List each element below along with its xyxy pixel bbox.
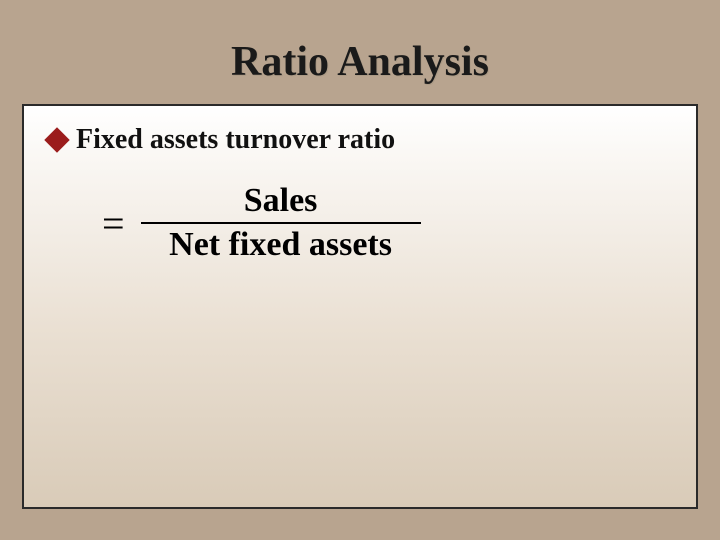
denominator: Net fixed assets xyxy=(161,224,400,264)
bullet-row: Fixed assets turnover ratio xyxy=(46,124,674,156)
diamond-bullet-icon xyxy=(44,127,69,152)
numerator: Sales xyxy=(236,182,326,222)
formula: = Sales Net fixed assets xyxy=(102,182,674,264)
content-box: Fixed assets turnover ratio = Sales Net … xyxy=(22,104,698,509)
fraction: Sales Net fixed assets xyxy=(141,182,421,264)
slide-title: Ratio Analysis xyxy=(0,0,720,104)
slide: Ratio Analysis Fixed assets turnover rat… xyxy=(0,0,720,540)
equals-sign: = xyxy=(102,200,125,247)
bullet-text: Fixed assets turnover ratio xyxy=(76,124,395,156)
